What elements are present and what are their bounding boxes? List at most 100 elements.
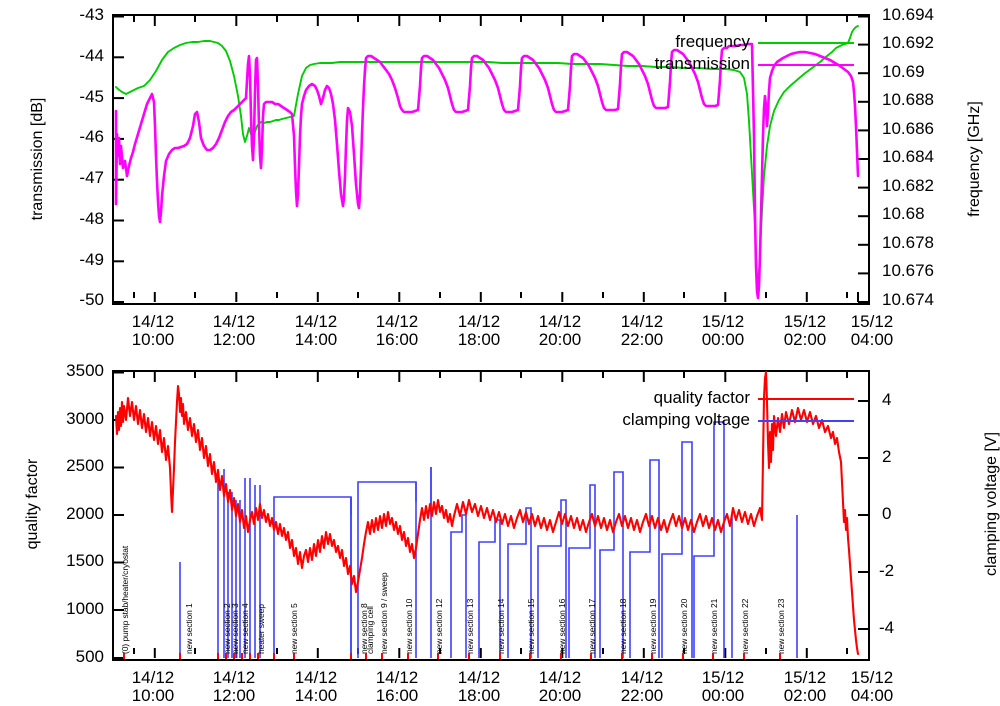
top-xtick-0: 14/12 10:00	[103, 312, 203, 350]
trace-transmission	[114, 42, 860, 300]
top-xtick-6-time: 22:00	[620, 330, 664, 350]
top-right-ticks	[858, 15, 868, 303]
bottom-xtick-2-date: 14/12	[294, 668, 338, 687]
bottom-left-ticks	[114, 371, 124, 659]
bottom-plot-canvas	[114, 370, 868, 659]
top-xtick-5: 14/12 20:00	[510, 312, 610, 350]
top-xtick-1-time: 12:00	[212, 330, 256, 350]
top-plot-canvas	[114, 15, 868, 303]
legend-label-transmission: transmission	[654, 54, 750, 73]
bottom-legend: quality factor clamping voltage	[454, 388, 854, 432]
top-ytick-label-4: -47	[79, 168, 104, 187]
top-ytick-label-3: -46	[79, 127, 104, 146]
bottom-ytick-label-3: 2000	[66, 504, 104, 523]
top-xtick-1: 14/12 12:00	[184, 312, 284, 350]
legend-swatch-transmission	[758, 64, 854, 66]
bottom-ylabel-left: quality factor	[24, 458, 41, 550]
bottom-rytick-label-2: 0	[882, 504, 892, 523]
top-xtick-1-date: 14/12	[212, 312, 256, 331]
top-rytick-label-4: 10.686	[882, 119, 934, 138]
top-rytick-label-5: 10.684	[882, 147, 934, 166]
baseline-event-markers	[123, 653, 781, 659]
top-xtick-7: 15/12 00:00	[673, 312, 773, 350]
top-ytick-label-0: -43	[79, 5, 104, 24]
bottom-ytick-label-0: 3500	[66, 361, 104, 380]
top-xtick-2: 14/12 14:00	[266, 312, 366, 350]
top-ytick-label-2: -45	[79, 87, 104, 106]
top-xtick-6: 14/12 22:00	[592, 312, 692, 350]
top-x-ticks	[133, 16, 859, 302]
top-xtick-5-date: 14/12	[538, 312, 582, 331]
bottom-xtick-3-date: 14/12	[375, 668, 419, 687]
top-xtick-9: 15/12 04:00	[822, 312, 922, 350]
bottom-xtick-5-date: 14/12	[538, 668, 582, 687]
legend-entry-quality-factor: quality factor	[454, 388, 854, 410]
legend-swatch-frequency	[758, 42, 854, 44]
trace-clamping-voltage	[179, 421, 798, 658]
legend-entry-clamping-voltage: clamping voltage	[454, 410, 854, 432]
top-xtick-8: 15/12 02:00	[755, 312, 855, 350]
bottom-ytick-label-2: 2500	[66, 456, 104, 475]
top-rytick-label-10: 10.674	[882, 290, 934, 309]
bottom-xtick-4-date: 14/12	[457, 668, 501, 687]
top-ytick-label-1: -44	[79, 46, 104, 65]
top-xtick-9-date: 15/12	[850, 312, 894, 331]
top-legend: frequency transmission	[524, 32, 854, 76]
legend-entry-transmission: transmission	[524, 54, 854, 76]
legend-label-quality-factor: quality factor	[653, 388, 750, 407]
top-xtick-7-time: 00:00	[701, 330, 745, 350]
top-xtick-4-date: 14/12	[457, 312, 501, 331]
bottom-xtick-0-date: 14/12	[131, 668, 175, 687]
top-rytick-label-1: 10.692	[882, 33, 934, 52]
top-xtick-3-time: 16:00	[375, 330, 419, 350]
top-plot-frame: frequency transmission	[112, 14, 870, 305]
bottom-xtick-9-time: 04:00	[850, 686, 894, 706]
bottom-xtick-9-date: 15/12	[850, 668, 894, 687]
legend-label-frequency: frequency	[675, 32, 750, 51]
top-xtick-3: 14/12 16:00	[347, 312, 447, 350]
top-ylabel-right: frequency [GHz]	[966, 101, 983, 217]
top-xtick-6-date: 14/12	[620, 312, 664, 331]
bottom-xtick-9: 15/12 04:00	[822, 668, 922, 706]
top-rytick-label-9: 10.676	[882, 261, 934, 280]
top-xtick-5-time: 20:00	[538, 330, 582, 350]
top-xtick-4-time: 18:00	[457, 330, 501, 350]
top-ytick-label-5: -48	[79, 209, 104, 228]
bottom-xtick-8-date: 15/12	[783, 668, 827, 687]
top-rytick-label-0: 10.694	[882, 5, 934, 24]
trace-frequency	[115, 25, 859, 283]
top-rytick-label-3: 10.688	[882, 90, 934, 109]
top-rytick-label-6: 10.682	[882, 176, 934, 195]
top-xtick-2-date: 14/12	[294, 312, 338, 331]
top-rytick-label-8: 10.678	[882, 233, 934, 252]
top-rytick-label-7: 10.68	[882, 204, 925, 223]
legend-label-clamping-voltage: clamping voltage	[622, 410, 750, 429]
top-ytick-label-7: -50	[79, 290, 104, 309]
bottom-ytick-label-1: 3000	[66, 409, 104, 428]
bottom-rytick-label-1: 2	[882, 447, 892, 466]
trace-quality-factor	[114, 370, 860, 656]
top-ytick-label-6: -49	[79, 250, 104, 269]
bottom-rytick-label-3: -2	[879, 561, 895, 580]
top-xtick-2-time: 14:00	[294, 330, 338, 350]
bottom-ytick-label-4: 1500	[66, 551, 104, 570]
top-xtick-8-time: 02:00	[783, 330, 827, 350]
bottom-xtick-1-date: 14/12	[212, 668, 256, 687]
bottom-right-ticks	[858, 400, 868, 630]
top-xtick-4: 14/12 18:00	[429, 312, 529, 350]
top-rytick-label-2: 10.69	[882, 62, 925, 81]
legend-entry-frequency: frequency	[524, 32, 854, 54]
bottom-xtick-6-date: 14/12	[620, 668, 664, 687]
bottom-plot-frame: quality factor clamping voltage (0) pump…	[112, 370, 870, 661]
bottom-ytick-label-6: 500	[75, 647, 104, 666]
bottom-ytick-label-5: 1000	[66, 599, 104, 618]
bottom-xtick-7-date: 15/12	[701, 668, 745, 687]
top-xtick-0-date: 14/12	[131, 312, 175, 331]
bottom-ylabel-right: clamping voltage [V]	[983, 431, 1000, 577]
legend-swatch-quality-factor	[758, 398, 854, 400]
top-xtick-3-date: 14/12	[375, 312, 419, 331]
top-xtick-9-time: 04:00	[850, 330, 894, 350]
top-xtick-0-time: 10:00	[131, 330, 175, 350]
bottom-rytick-label-4: -4	[879, 618, 895, 637]
